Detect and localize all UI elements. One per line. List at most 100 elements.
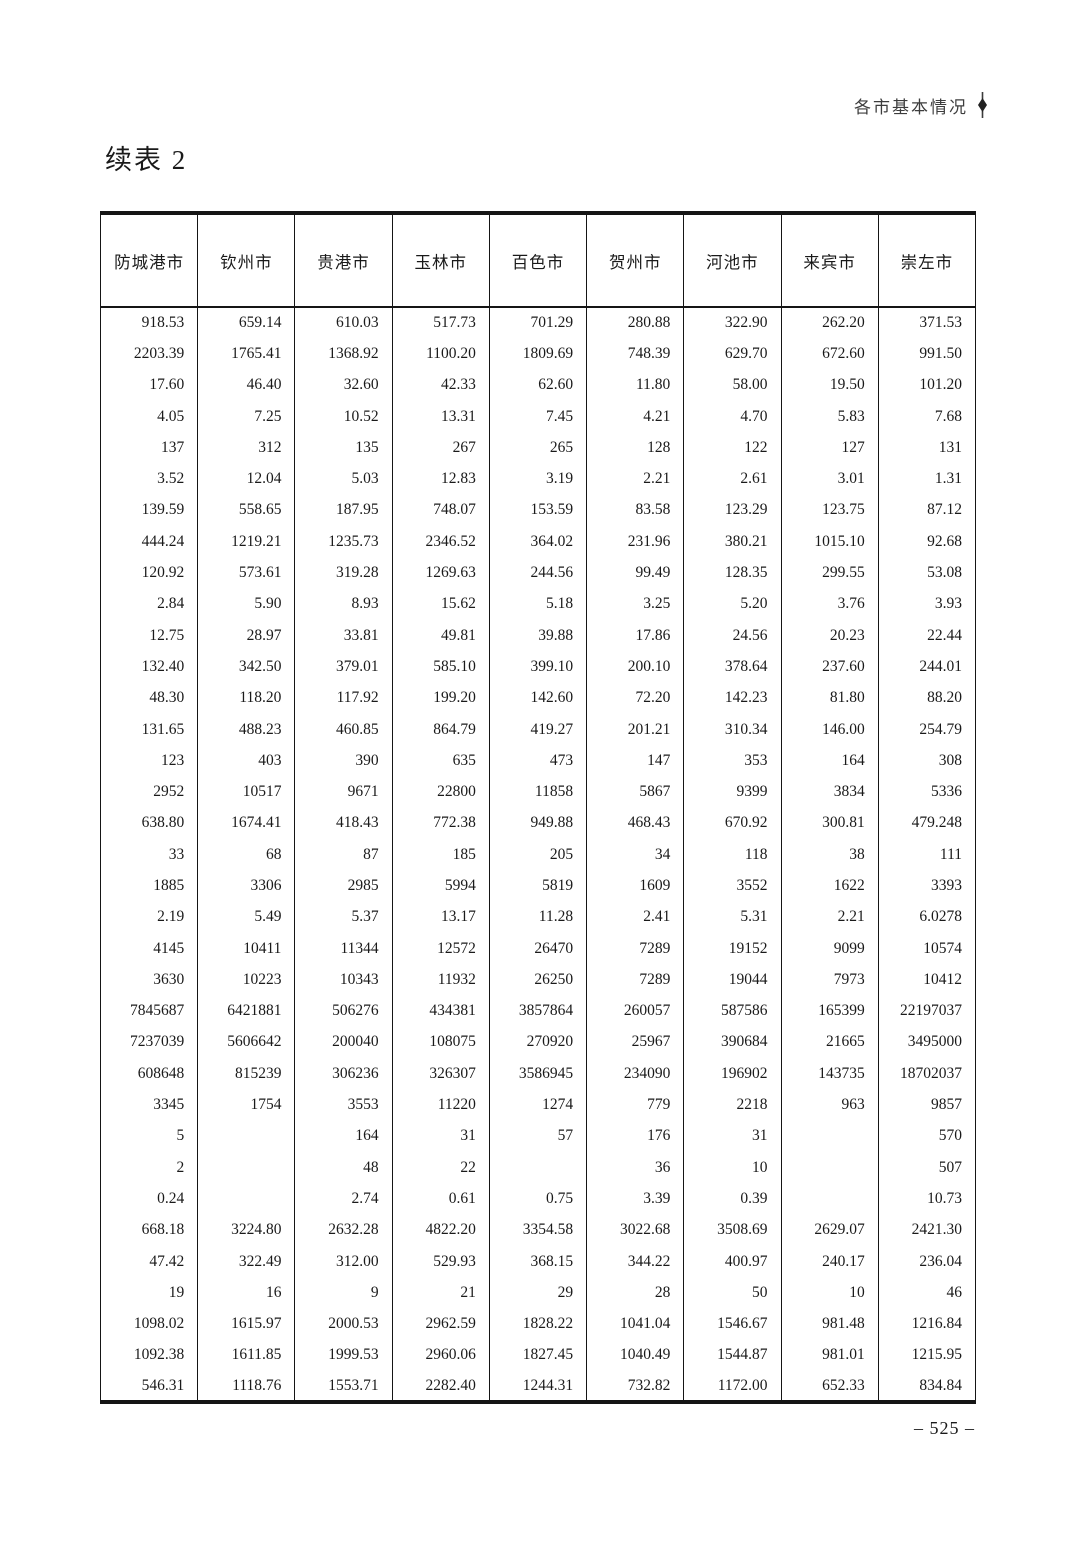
table-cell: 635 xyxy=(391,745,490,777)
table-cell: 128 xyxy=(586,432,685,464)
table-cell: 131.65 xyxy=(99,713,199,746)
table-cell: 231.96 xyxy=(586,526,685,558)
table-cell: 147 xyxy=(586,745,685,777)
table-cell: 3.93 xyxy=(877,588,977,620)
table-cell: 353 xyxy=(683,745,782,777)
table-row: 131.65 488.23 460.85 864.79 419.27 201.21 310.… xyxy=(99,713,977,746)
table-cell: 17.86 xyxy=(586,619,685,652)
table-cell: 164 xyxy=(780,745,879,777)
table-cell: 12.04 xyxy=(197,463,296,495)
table-cell: 10223 xyxy=(197,964,296,996)
table-cell: 46.40 xyxy=(197,369,296,401)
table-cell: 22800 xyxy=(391,776,490,808)
table-cell: 11932 xyxy=(391,964,490,996)
data-table: 防城港市 钦州市 贵港市 玉林市 百色市 贺州市 河池市 来宾市 崇左市 918.53 659.1… xyxy=(99,211,977,1405)
table-cell: 2.74 xyxy=(294,1183,393,1215)
table-cell: 50 xyxy=(683,1277,782,1309)
table-cell: 87 xyxy=(294,839,393,871)
table-row: 2.84 5.90 8.93 15.62 5.18 3.25 5.20 3.76 3.93 xyxy=(99,588,977,620)
table-cell: 573.61 xyxy=(197,557,296,589)
column-header: 贵港市 xyxy=(294,213,393,308)
table-cell: 748.39 xyxy=(586,338,685,370)
column-header: 百色市 xyxy=(488,213,588,308)
table-cell: 53.08 xyxy=(877,557,977,589)
table-cell: 49.81 xyxy=(391,619,490,652)
table-cell: 570 xyxy=(877,1120,977,1153)
table-cell: 3224.80 xyxy=(197,1214,296,1246)
table-cell: 5.31 xyxy=(683,901,782,933)
table-row: 668.18 3224.80 2632.28 4822.20 3354.58 3022.6… xyxy=(99,1214,977,1246)
table-cell xyxy=(488,1152,588,1184)
table-cell: 2.61 xyxy=(683,463,782,495)
table-cell: 31 xyxy=(391,1120,490,1153)
table-cell: 5994 xyxy=(391,870,490,902)
table-cell: 87.12 xyxy=(877,494,977,527)
table-cell: 8.93 xyxy=(294,588,393,620)
column-header: 贺州市 xyxy=(586,213,685,308)
table-cell: 101.20 xyxy=(877,369,977,401)
table-cell: 1885 xyxy=(99,870,199,902)
table-row: 608648 815239 306236 326307 3586945 234090 196… xyxy=(99,1058,977,1090)
table-cell: 1611.85 xyxy=(197,1339,296,1372)
table-cell: 322.49 xyxy=(197,1245,296,1278)
table-row: 638.80 1674.41 418.43 772.38 949.88 468.43 670… xyxy=(99,807,977,840)
table-cell: 312 xyxy=(197,432,296,464)
table-cell: 2985 xyxy=(294,870,393,902)
table-cell: 92.68 xyxy=(877,526,977,558)
table-cell: 399.10 xyxy=(488,651,588,683)
table-cell: 12.83 xyxy=(391,463,490,495)
table-cell: 390 xyxy=(294,745,393,777)
table-cell: 19152 xyxy=(683,932,782,965)
table-cell: 99.49 xyxy=(586,557,685,589)
table-cell: 244.01 xyxy=(877,651,977,683)
table-row: 132.40 342.50 379.01 585.10 399.10 200.10 378.… xyxy=(99,651,977,683)
table-cell: 135 xyxy=(294,432,393,464)
table-cell: 236.04 xyxy=(877,1245,977,1278)
table-cell: 16 xyxy=(197,1277,296,1309)
table-cell: 748.07 xyxy=(391,494,490,527)
table-cell: 7.45 xyxy=(488,400,588,433)
column-header: 河池市 xyxy=(683,213,782,308)
table-cell: 131 xyxy=(877,432,977,464)
table-cell: 380.21 xyxy=(683,526,782,558)
table-cell: 9671 xyxy=(294,776,393,808)
table-cell: 326307 xyxy=(391,1058,490,1090)
table-cell: 1999.53 xyxy=(294,1339,393,1372)
table-cell: 185 xyxy=(391,839,490,871)
table-cell: 139.59 xyxy=(99,494,199,527)
table-cell: 991.50 xyxy=(877,338,977,370)
table-cell: 2.21 xyxy=(780,901,879,933)
table-cell: 473 xyxy=(488,745,588,777)
table-cell: 2.84 xyxy=(99,588,199,620)
table-cell: 12.75 xyxy=(99,619,199,652)
table-cell: 2952 xyxy=(99,776,199,808)
table-cell: 187.95 xyxy=(294,494,393,527)
column-header: 防城港市 xyxy=(99,213,199,308)
table-cell: 981.48 xyxy=(780,1308,879,1340)
table-cell: 918.53 xyxy=(99,307,199,339)
table-cell: 28.97 xyxy=(197,619,296,652)
table-cell: 507 xyxy=(877,1152,977,1184)
table-cell: 310.34 xyxy=(683,713,782,746)
table-cell: 240.17 xyxy=(780,1245,879,1278)
table-cell: 306236 xyxy=(294,1058,393,1090)
table-cell xyxy=(197,1120,296,1153)
table-row: 2 48 22 36 10 507 xyxy=(99,1152,977,1184)
table-cell: 5.83 xyxy=(780,400,879,433)
table-cell: 81.80 xyxy=(780,682,879,714)
table-cell: 11858 xyxy=(488,776,588,808)
table-cell: 19044 xyxy=(683,964,782,996)
table-cell: 28 xyxy=(586,1277,685,1309)
table-cell: 3630 xyxy=(99,964,199,996)
table-cell: 9099 xyxy=(780,932,879,965)
table-cell: 0.75 xyxy=(488,1183,588,1215)
table-cell: 670.92 xyxy=(683,807,782,840)
table-header-row: 防城港市 钦州市 贵港市 玉林市 百色市 贺州市 河池市 来宾市 崇左市 xyxy=(99,213,977,308)
table-cell: 558.65 xyxy=(197,494,296,527)
table-cell: 5.49 xyxy=(197,901,296,933)
table-cell: 4145 xyxy=(99,932,199,965)
table-cell: 62.60 xyxy=(488,369,588,401)
table-cell: 196902 xyxy=(683,1058,782,1090)
table-cell: 7289 xyxy=(586,932,685,965)
table-cell: 47.42 xyxy=(99,1245,199,1278)
